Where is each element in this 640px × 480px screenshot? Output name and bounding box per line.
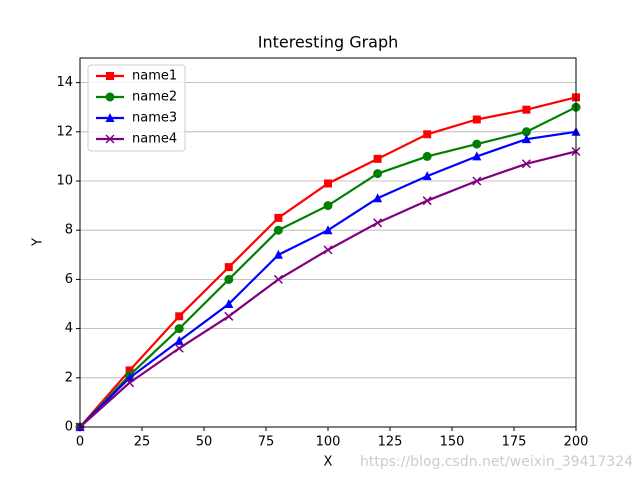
legend-label: name2 [132, 90, 177, 105]
y-tick-label: 0 [65, 420, 73, 435]
y-tick-label: 14 [56, 75, 73, 90]
x-tick-label: 0 [76, 435, 84, 450]
legend: name1 name2 name3 name4 [87, 64, 186, 152]
y-tick-label: 10 [56, 174, 73, 189]
marker [472, 176, 482, 186]
marker [174, 335, 184, 345]
y-tick-label: 12 [56, 124, 73, 139]
marker [373, 218, 383, 228]
marker [125, 366, 134, 375]
marker [273, 274, 283, 284]
marker [273, 225, 283, 235]
marker [224, 274, 234, 284]
y-tick-label: 8 [65, 223, 73, 238]
marker [224, 311, 234, 321]
y-tick-label: 2 [65, 370, 73, 385]
legend-marker [105, 113, 115, 122]
marker [423, 130, 432, 139]
y-tick-label: 4 [65, 321, 73, 336]
marker [472, 151, 482, 161]
marker [323, 245, 333, 255]
marker [174, 343, 184, 353]
marker [273, 249, 283, 259]
marker [522, 105, 531, 114]
legend-marker [105, 134, 115, 144]
marker [422, 151, 432, 161]
marker [521, 159, 531, 169]
marker [224, 263, 233, 272]
x-tick-label: 150 [440, 435, 465, 450]
marker [175, 312, 184, 321]
legend-marker [106, 72, 114, 80]
y-tick-label: 6 [65, 272, 73, 287]
watermark: https://blog.csdn.net/weixin_39417324 [360, 454, 633, 470]
x-tick-label: 100 [316, 435, 341, 450]
x-tick-label: 25 [134, 435, 151, 450]
y-axis-label: Y [31, 238, 46, 247]
marker [422, 196, 432, 206]
marker [472, 115, 481, 124]
marker [274, 213, 283, 222]
marker [472, 139, 482, 149]
marker [521, 127, 531, 137]
x-tick-label: 75 [258, 435, 275, 450]
marker [373, 154, 382, 163]
chart-title: Interesting Graph [258, 33, 399, 52]
x-tick-label: 125 [378, 435, 403, 450]
marker [373, 169, 383, 179]
legend-label: name1 [132, 69, 177, 84]
marker [125, 378, 135, 388]
x-tick-label: 50 [196, 435, 213, 450]
marker [422, 171, 432, 181]
marker [323, 201, 333, 211]
legend-box [87, 64, 186, 152]
marker [323, 225, 333, 235]
x-tick-label: 200 [564, 435, 589, 450]
marker [324, 179, 332, 188]
legend-label: name4 [132, 132, 177, 147]
marker [224, 299, 234, 308]
marker [373, 193, 383, 203]
marker [174, 324, 184, 334]
legend-marker [105, 92, 115, 102]
x-axis-label: X [324, 455, 333, 470]
legend-label: name3 [132, 111, 177, 126]
marker [521, 134, 531, 144]
axes-frame [79, 57, 577, 428]
x-tick-label: 175 [502, 435, 527, 450]
